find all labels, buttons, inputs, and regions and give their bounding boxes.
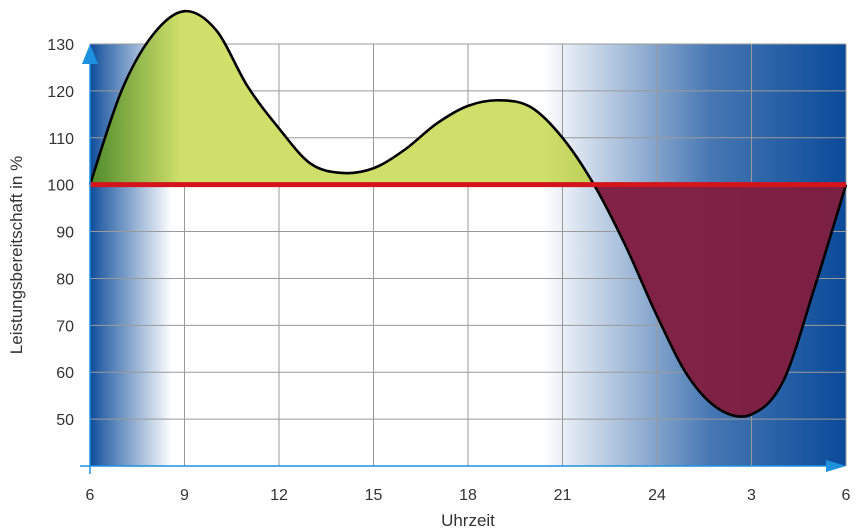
x-tick-label: 15 [365,487,383,504]
y-tick-label: 90 [56,225,74,242]
x-tick-label: 9 [180,487,189,504]
x-tick-label: 3 [747,487,756,504]
y-tick-label: 70 [56,318,74,335]
x-tick-label: 12 [270,487,288,504]
x-axis-title: Uhrzeit [441,511,495,530]
y-tick-label: 130 [47,37,74,54]
y-axis-arrow-icon [82,44,98,64]
y-tick-label: 60 [56,365,74,382]
x-axis-arrow-icon [826,460,846,472]
x-tick-label: 18 [459,487,477,504]
surplus-area [90,11,594,185]
y-tick-label: 80 [56,271,74,288]
deficit-area [90,184,846,417]
y-tick-label: 100 [47,178,74,195]
x-tick-label: 21 [554,487,572,504]
x-tick-label: 6 [842,487,851,504]
x-tick-label: 24 [648,487,666,504]
y-tick-label: 50 [56,412,74,429]
y-tick-label: 110 [48,131,74,148]
x-tick-label: 6 [86,487,95,504]
performance-curve [88,9,848,418]
y-axis-title: Leistungsbereitschaft in % [7,156,26,354]
y-tick-label: 120 [47,84,74,101]
